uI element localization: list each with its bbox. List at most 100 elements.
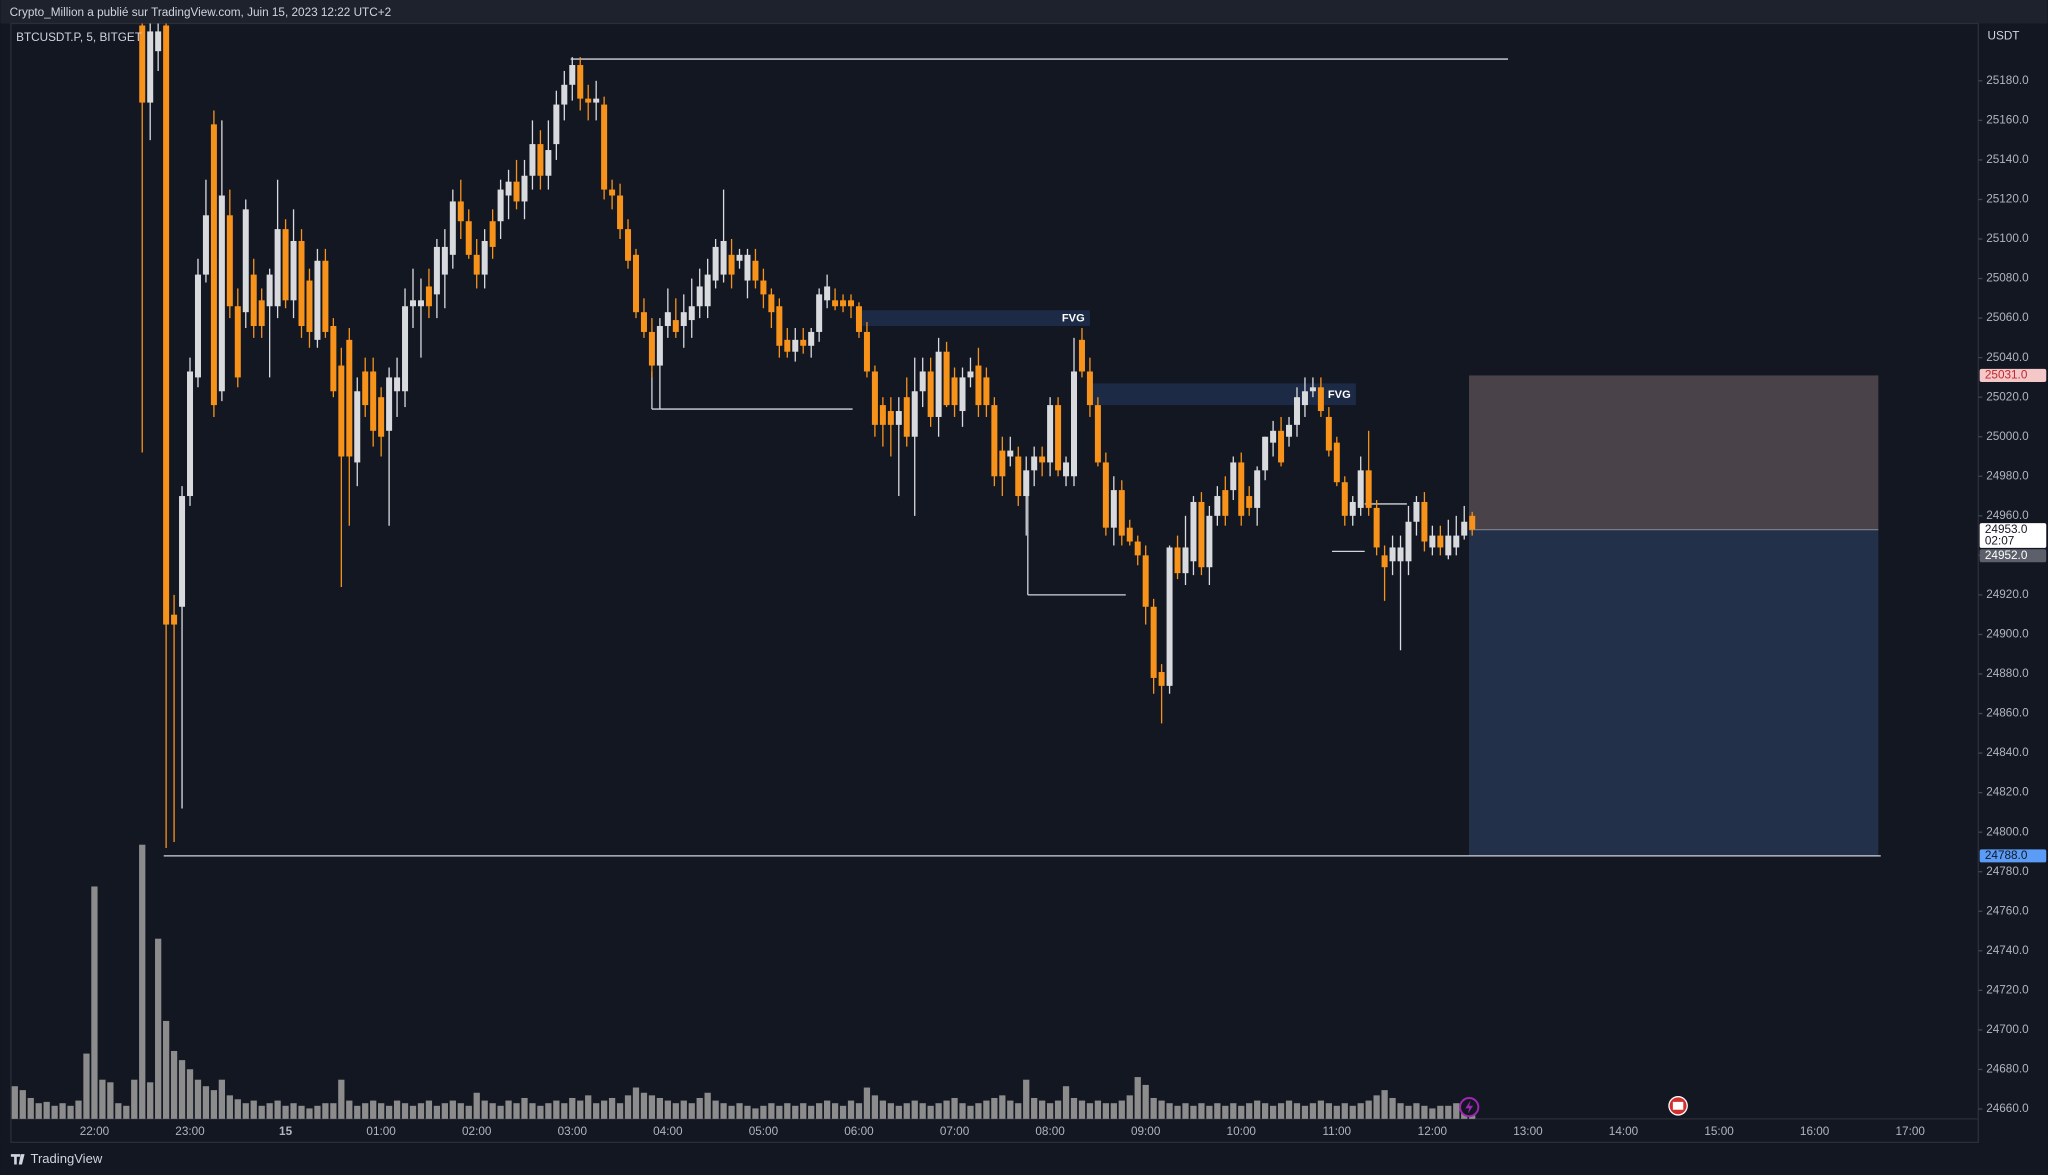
y-tick-label: 24840.0 xyxy=(1986,746,2029,759)
candle-body xyxy=(895,411,902,425)
y-tick-label: 24700.0 xyxy=(1986,1023,2029,1036)
candle-body xyxy=(911,391,918,437)
price-label-bg xyxy=(1979,549,2047,563)
candle-body xyxy=(656,326,663,366)
brand: TradingView xyxy=(30,1151,102,1166)
y-tick-label: 24820.0 xyxy=(1986,786,2029,799)
candle-body xyxy=(832,300,839,307)
candle-body xyxy=(1198,501,1205,568)
volume-bar xyxy=(234,1099,241,1119)
volume-bar xyxy=(250,1100,257,1119)
candle-body xyxy=(736,254,743,261)
volume-bar xyxy=(362,1103,369,1119)
volume-bar xyxy=(425,1100,433,1119)
candle-body xyxy=(1230,462,1237,491)
candle-body xyxy=(1405,521,1412,562)
y-tick-label: 24800.0 xyxy=(1986,825,2029,838)
volume-bar xyxy=(1134,1077,1141,1119)
y-tick-label: 24680.0 xyxy=(1986,1063,2029,1076)
candle-body xyxy=(855,306,862,332)
price-label-bg xyxy=(1979,849,2047,863)
candle-body xyxy=(943,351,950,406)
volume-bar xyxy=(155,938,162,1119)
candle-body xyxy=(1094,405,1101,463)
fvg-label: FVG xyxy=(1328,389,1351,401)
y-tick-label: 24860.0 xyxy=(1986,707,2029,720)
candle-body xyxy=(1166,547,1173,686)
volume-bar xyxy=(99,1079,106,1119)
candle-body xyxy=(481,240,488,275)
y-tick-label: 25040.0 xyxy=(1986,351,2029,364)
volume-bar xyxy=(1453,1103,1460,1119)
candle-body xyxy=(171,614,178,625)
volume-bar xyxy=(792,1105,799,1119)
candle-body xyxy=(1238,462,1245,516)
volume-bar xyxy=(370,1100,377,1119)
volume-bar xyxy=(911,1100,918,1119)
y-tick-label: 24780.0 xyxy=(1986,865,2029,878)
volume-bar xyxy=(1222,1105,1229,1119)
volume-bar xyxy=(1206,1105,1213,1119)
volume-bar xyxy=(959,1103,966,1119)
candle-body xyxy=(1071,371,1078,477)
calendar-icon-flag xyxy=(1672,1101,1684,1110)
volume-bar xyxy=(593,1103,600,1119)
volume-bar xyxy=(210,1090,218,1119)
candle-body xyxy=(139,25,146,103)
x-tick-label: 23:00 xyxy=(175,1125,205,1138)
candle-body xyxy=(274,229,281,307)
volume-bar xyxy=(1445,1105,1452,1119)
volume-bar xyxy=(290,1103,297,1119)
volume-bar xyxy=(346,1100,353,1119)
volume-bar xyxy=(1349,1105,1356,1119)
volume-bar xyxy=(664,1100,671,1119)
volume-bar xyxy=(274,1100,281,1119)
volume-bar xyxy=(1238,1105,1245,1119)
candle-body xyxy=(521,175,528,202)
volume-bar xyxy=(608,1097,616,1119)
volume-bar xyxy=(1142,1084,1149,1119)
volume-bar xyxy=(322,1103,329,1119)
x-tick-label: 02:00 xyxy=(462,1125,492,1138)
candle-body xyxy=(1293,397,1300,425)
volume-bar xyxy=(656,1097,664,1119)
volume-bar xyxy=(1110,1103,1117,1119)
candle-body xyxy=(187,371,194,497)
candle-body xyxy=(768,294,775,313)
volume-bar xyxy=(1429,1108,1436,1119)
candle-body xyxy=(497,189,504,222)
candle-body xyxy=(863,331,870,372)
candle-body xyxy=(346,339,353,457)
candle-body xyxy=(1365,470,1372,508)
price-label-bg xyxy=(1979,523,2047,548)
volume-bar xyxy=(887,1103,894,1119)
plot-layer: FVG FVG xyxy=(11,23,1881,1119)
candle-body xyxy=(258,300,265,327)
candle-body xyxy=(465,221,472,255)
volume-bar xyxy=(1062,1086,1070,1119)
candle-body xyxy=(250,274,257,327)
candle-body xyxy=(489,221,496,247)
candle-body xyxy=(999,450,1006,477)
volume-bar xyxy=(194,1079,202,1119)
volume-bar xyxy=(75,1100,82,1119)
top-bar xyxy=(0,0,2048,24)
volume-bar xyxy=(298,1105,305,1119)
candle-body xyxy=(593,98,600,103)
candle-body xyxy=(816,294,823,332)
candle-body xyxy=(425,286,432,307)
candle-body xyxy=(314,260,321,340)
candle-body xyxy=(776,306,783,346)
volume-bar xyxy=(561,1103,568,1119)
x-tick-label: 13:00 xyxy=(1513,1125,1543,1138)
candle-body xyxy=(537,144,544,176)
volume-bar xyxy=(473,1092,480,1119)
volume-bar xyxy=(513,1103,520,1119)
volume-bar xyxy=(43,1101,50,1119)
candle-body xyxy=(1190,501,1197,562)
volume-bar xyxy=(489,1103,496,1119)
candle-body xyxy=(1325,416,1332,451)
candle-body xyxy=(808,331,815,346)
candle-body xyxy=(1469,515,1476,530)
